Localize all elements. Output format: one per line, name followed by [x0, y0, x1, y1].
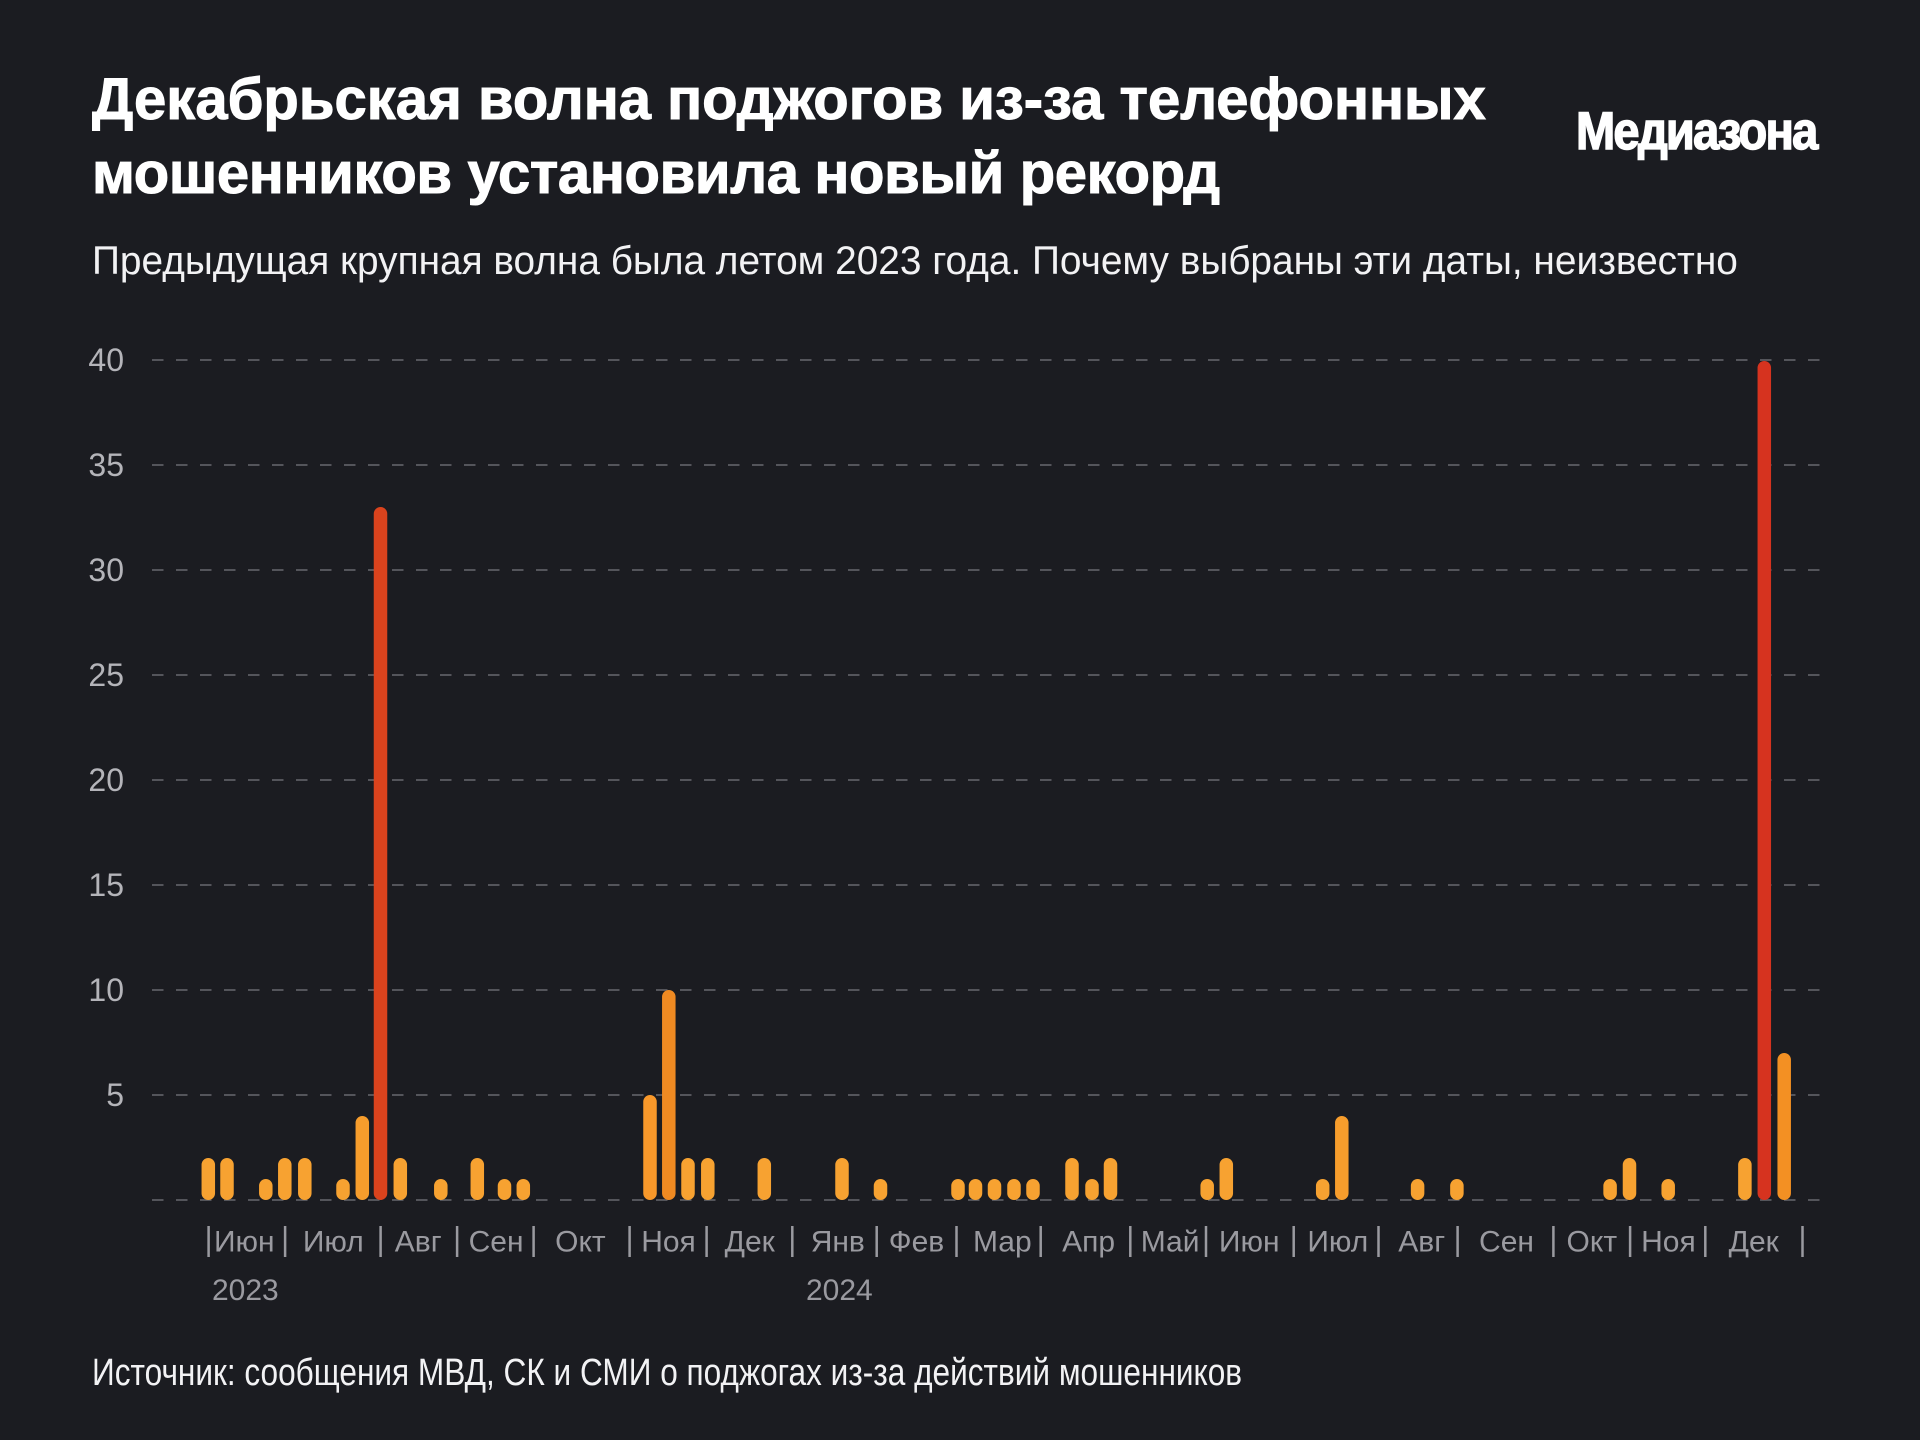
- svg-text:Дек: Дек: [1729, 1226, 1780, 1259]
- svg-text:25: 25: [88, 657, 124, 693]
- svg-text:35: 35: [88, 447, 124, 483]
- svg-text:Янв: Янв: [811, 1226, 865, 1259]
- svg-text:Июн: Июн: [214, 1226, 275, 1259]
- svg-text:Июл: Июл: [1307, 1226, 1368, 1259]
- svg-text:10: 10: [88, 972, 124, 1008]
- svg-text:Окт: Окт: [555, 1226, 606, 1259]
- svg-text:Июн: Июн: [1219, 1226, 1280, 1259]
- svg-text:2023: 2023: [212, 1274, 279, 1307]
- svg-text:Апр: Апр: [1062, 1226, 1115, 1259]
- svg-text:Авг: Авг: [1398, 1226, 1445, 1259]
- svg-text:40: 40: [88, 342, 124, 378]
- svg-text:Дек: Дек: [725, 1226, 776, 1259]
- svg-text:Окт: Окт: [1567, 1226, 1618, 1259]
- svg-text:Май: Май: [1141, 1226, 1200, 1259]
- svg-text:2024: 2024: [806, 1274, 873, 1307]
- svg-text:Ноя: Ноя: [641, 1226, 696, 1259]
- svg-text:Фев: Фев: [889, 1226, 944, 1259]
- svg-text:5: 5: [106, 1077, 124, 1113]
- svg-text:Мар: Мар: [973, 1226, 1032, 1259]
- svg-text:Авг: Авг: [395, 1226, 442, 1259]
- svg-text:Сен: Сен: [469, 1226, 524, 1259]
- svg-text:15: 15: [88, 867, 124, 903]
- svg-text:Июл: Июл: [303, 1226, 364, 1259]
- svg-text:Сен: Сен: [1479, 1226, 1534, 1259]
- svg-text:30: 30: [88, 552, 124, 588]
- svg-text:20: 20: [88, 762, 124, 798]
- svg-text:Ноя: Ноя: [1641, 1226, 1696, 1259]
